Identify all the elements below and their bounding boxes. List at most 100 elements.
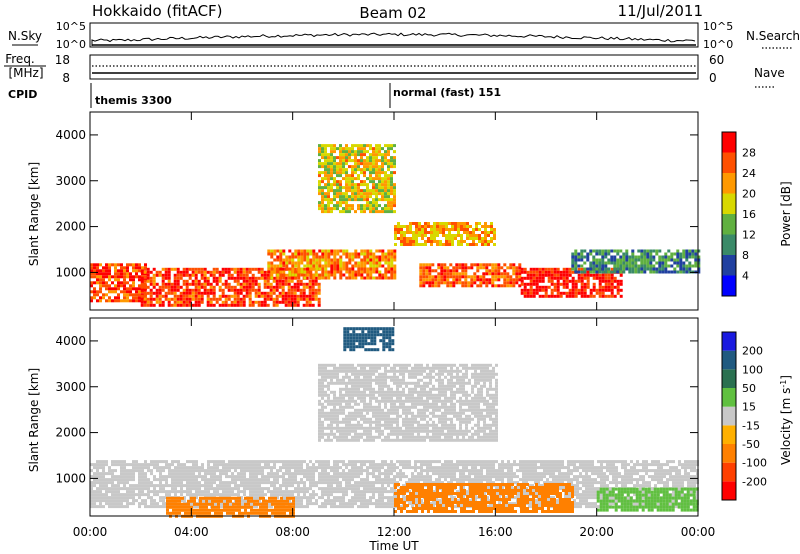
heat-cell	[351, 147, 354, 151]
heat-cell	[501, 469, 504, 473]
heat-cell	[228, 463, 231, 467]
heat-cell	[333, 505, 336, 509]
heat-cell	[173, 282, 177, 286]
heat-cell	[351, 499, 354, 503]
heat-cell	[279, 255, 283, 259]
heat-cell	[609, 466, 612, 470]
heat-cell	[616, 258, 620, 262]
heat-cell	[541, 276, 545, 280]
heat-cell	[140, 279, 144, 283]
heat-cell	[378, 174, 381, 178]
heat-cell	[96, 493, 99, 497]
heat-cell	[159, 484, 162, 488]
heat-cell	[509, 278, 513, 282]
heat-cell	[191, 288, 195, 292]
heat-cell	[167, 285, 171, 289]
heat-cell	[333, 496, 336, 500]
heat-cell	[520, 288, 524, 292]
heat-cell	[195, 460, 198, 464]
heat-cell	[474, 499, 477, 503]
heat-cell	[294, 460, 297, 464]
heat-cell	[149, 276, 153, 280]
heat-cell	[279, 270, 283, 274]
heat-cell	[185, 297, 189, 301]
heat-cell	[123, 269, 126, 273]
heat-cell	[117, 478, 120, 482]
heat-cell	[210, 493, 213, 497]
heat-cell	[482, 266, 486, 270]
heat-cell	[400, 234, 403, 237]
heat-cell	[303, 469, 306, 473]
heat-cell	[309, 499, 312, 503]
heat-cell	[535, 288, 539, 292]
heat-cell	[321, 201, 324, 205]
heat-cell	[267, 502, 270, 506]
heat-cell	[288, 472, 291, 476]
heat-cell	[186, 469, 189, 473]
heat-cell	[177, 490, 180, 494]
heat-cell	[477, 478, 480, 482]
heat-cell	[459, 475, 462, 479]
heat-cell	[643, 255, 647, 259]
heat-cell	[483, 463, 486, 467]
heat-cell	[489, 469, 492, 473]
heat-cell	[102, 478, 105, 482]
heat-cell	[452, 266, 456, 270]
heat-cell	[366, 192, 369, 196]
heat-cell	[387, 165, 390, 169]
heat-cell	[240, 499, 243, 503]
heat-cell	[321, 186, 324, 190]
heat-cell	[594, 490, 597, 494]
heat-cell	[177, 460, 180, 464]
heat-cell	[606, 475, 609, 479]
heat-cell	[300, 273, 304, 277]
heat-cell	[117, 475, 120, 479]
heat-cell	[150, 484, 153, 488]
heat-cell	[221, 267, 225, 271]
heat-cell	[152, 303, 156, 307]
heat-cell	[204, 472, 207, 476]
heat-cell	[114, 460, 117, 464]
heat-cell	[123, 281, 126, 285]
heat-cell	[634, 255, 638, 259]
heat-cell	[153, 484, 156, 488]
heat-cell	[182, 297, 186, 301]
heat-cell	[236, 276, 240, 280]
heat-cell	[433, 225, 436, 228]
heat-cell	[303, 264, 307, 268]
heat-cell	[519, 460, 522, 464]
heat-cell	[330, 144, 333, 148]
heat-cell	[616, 264, 620, 268]
heat-cell	[291, 481, 294, 485]
heat-cell	[526, 270, 530, 274]
heat-cell	[339, 255, 343, 259]
heat-cell	[209, 297, 213, 301]
heat-cell	[420, 463, 423, 467]
heat-cell	[257, 288, 261, 292]
heat-cell	[425, 263, 429, 267]
heat-cell	[390, 472, 393, 476]
heat-cell	[219, 469, 222, 473]
heat-cell	[537, 460, 540, 464]
heat-cell	[375, 261, 379, 265]
heat-cell	[601, 252, 605, 256]
heat-cell	[485, 281, 489, 285]
heat-cell	[102, 466, 105, 470]
heat-cell	[339, 201, 342, 205]
heat-cell	[197, 297, 201, 301]
heat-cell	[375, 475, 378, 479]
heat-cell	[424, 234, 427, 237]
heat-cell	[126, 287, 129, 291]
heat-cell	[390, 183, 393, 187]
heat-cell	[492, 472, 495, 476]
heat-cell	[282, 276, 286, 280]
heat-cell	[342, 195, 345, 199]
heat-cell	[390, 147, 393, 151]
heat-cell	[515, 281, 519, 285]
heat-cell	[212, 279, 216, 283]
heat-cell	[150, 481, 153, 485]
heat-cell	[555, 466, 558, 470]
heat-cell	[309, 475, 312, 479]
heat-cell	[549, 481, 552, 485]
heat-cell	[351, 469, 354, 473]
